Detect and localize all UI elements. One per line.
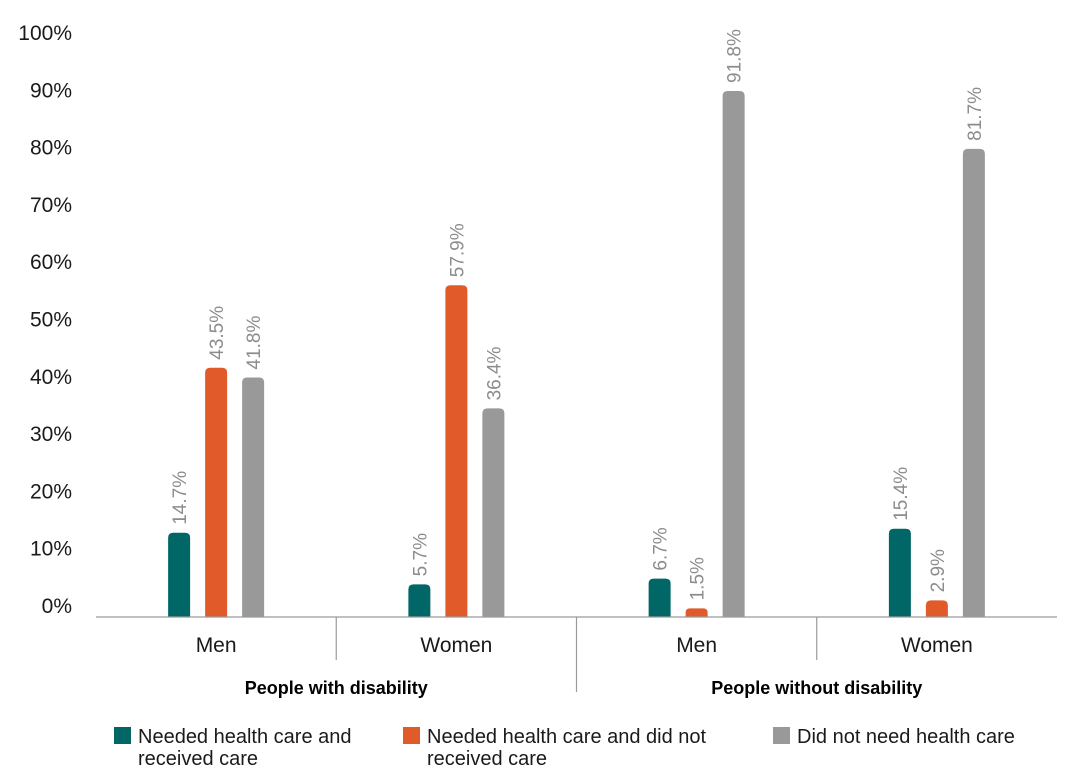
bar-value-label: 81.7% [965,87,986,141]
bars [168,90,985,617]
bar-value-label: 36.4% [484,346,505,400]
bar [962,148,985,617]
category-label: Women [901,634,973,657]
bar-value-label: 57.9% [447,223,468,277]
bar-value-label: 14.7% [170,471,191,525]
category-label: Women [420,634,492,657]
legend-label: received care [427,748,547,769]
group-label: People with disability [245,678,428,698]
y-tick-label: 70% [30,194,72,217]
y-tick-label: 60% [30,251,72,274]
bar [648,578,671,617]
category-label: Men [676,634,717,657]
bar [482,408,505,617]
legend-label: Needed health care and [138,726,352,748]
y-tick-label: 0% [42,595,72,618]
y-tick-label: 40% [30,366,72,389]
bar [205,367,228,617]
axes [96,616,1057,692]
bar-value-label: 41.8% [244,316,265,370]
category-labels: Men Women Men Women [196,634,973,657]
bar-value-label: 91.8% [725,29,746,83]
y-tick-label: 50% [30,309,72,332]
y-axis-ticks: 0% 10% 20% 30% 40% 50% 60% 70% 80% 90% 100% [18,22,72,618]
bar [722,90,745,617]
legend-swatch [773,727,790,744]
bar-value-label: 1.5% [688,557,709,600]
bar [685,608,708,617]
y-tick-label: 90% [30,79,72,102]
bar [168,532,191,617]
bar-value-label: 6.7% [651,527,672,570]
legend-label: received care [138,748,258,769]
legend-swatch [403,727,420,744]
bar [445,285,468,617]
bar [925,600,948,617]
bar [242,377,265,617]
y-tick-label: 100% [18,22,72,45]
y-tick-label: 30% [30,423,72,446]
legend-label: Needed health care and did not [427,726,707,748]
y-tick-label: 10% [30,538,72,561]
bar-value-label: 43.5% [207,306,228,360]
legend-swatch [114,727,131,744]
y-tick-label: 80% [30,137,72,160]
bar-value-label: 5.7% [410,533,431,576]
bar-value-label: 15.4% [891,467,912,521]
legend-item: Did not need health care [773,726,1015,748]
value-labels: 14.7% 43.5% 41.8% 5.7% 57.9% 36.4% 6.7% 1.5% 91.… [170,29,986,600]
category-label: Men [196,634,237,657]
bar-value-label: 2.9% [928,549,949,592]
group-labels: People with disability People without dis… [245,678,923,698]
y-tick-label: 20% [30,480,72,503]
bar [888,528,911,617]
bar [408,584,431,617]
group-label: People without disability [711,678,922,698]
legend-label: Did not need health care [797,726,1015,748]
